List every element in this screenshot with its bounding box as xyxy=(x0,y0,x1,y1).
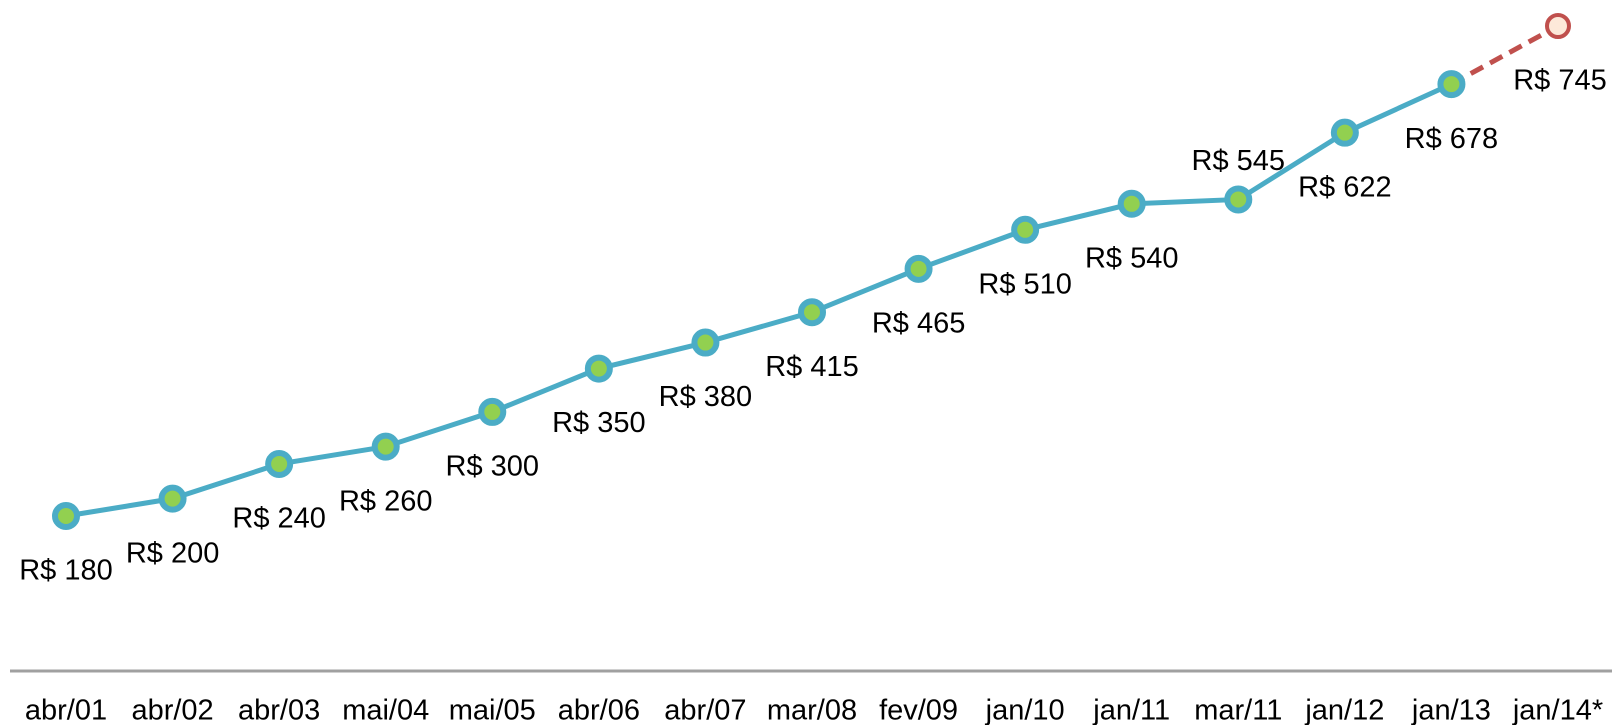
data-label: R$ 260 xyxy=(339,485,433,517)
x-tick-label: abr/02 xyxy=(131,695,213,725)
x-tick-label: jan/11 xyxy=(1092,695,1170,725)
data-label: R$ 545 xyxy=(1192,145,1286,177)
marker xyxy=(584,354,613,383)
x-tick-label: jan/12 xyxy=(1304,695,1384,725)
marker xyxy=(1011,215,1040,244)
x-tick-label: mar/11 xyxy=(1194,695,1282,725)
data-label: R$ 380 xyxy=(659,381,753,413)
data-label: R$ 745 xyxy=(1513,65,1607,97)
marker xyxy=(691,328,720,357)
marker xyxy=(265,449,294,478)
marker xyxy=(1224,185,1253,214)
data-label: R$ 415 xyxy=(765,351,859,383)
projection-marker xyxy=(1545,13,1571,39)
data-label: R$ 622 xyxy=(1298,171,1392,203)
marker xyxy=(371,432,400,461)
data-label: R$ 200 xyxy=(126,537,220,569)
data-label: R$ 540 xyxy=(1085,242,1179,274)
marker xyxy=(52,502,80,530)
x-tick-label: jan/13 xyxy=(1411,695,1491,725)
x-tick-label: abr/01 xyxy=(25,695,107,725)
line xyxy=(65,81,1453,519)
data-label: R$ 678 xyxy=(1405,123,1499,155)
marker xyxy=(798,298,826,327)
data-label: R$ 300 xyxy=(446,451,540,483)
x-tick-label: mar/08 xyxy=(767,695,857,725)
marker xyxy=(1117,189,1146,218)
x-tick-label: abr/07 xyxy=(664,695,746,725)
projection-line xyxy=(1450,23,1560,87)
x-tick-label: mai/05 xyxy=(449,695,536,725)
x-tick-label: fev/09 xyxy=(879,695,958,725)
marker xyxy=(904,254,933,283)
marker xyxy=(1437,70,1466,99)
marker xyxy=(158,484,187,513)
x-tick-label: abr/03 xyxy=(238,695,320,725)
data-label: R$ 350 xyxy=(552,407,646,439)
marker xyxy=(478,397,507,426)
data-label: R$ 180 xyxy=(19,555,113,587)
x-tick-label: jan/10 xyxy=(985,695,1065,725)
data-label: R$ 465 xyxy=(872,307,966,339)
x-tick-label: abr/06 xyxy=(558,695,640,725)
x-tick-label: mai/04 xyxy=(342,695,429,725)
x-tick-label: jan/14* xyxy=(1512,695,1603,725)
marker xyxy=(1330,118,1359,147)
data-label: R$ 510 xyxy=(978,268,1072,300)
data-label: R$ 240 xyxy=(232,503,326,535)
